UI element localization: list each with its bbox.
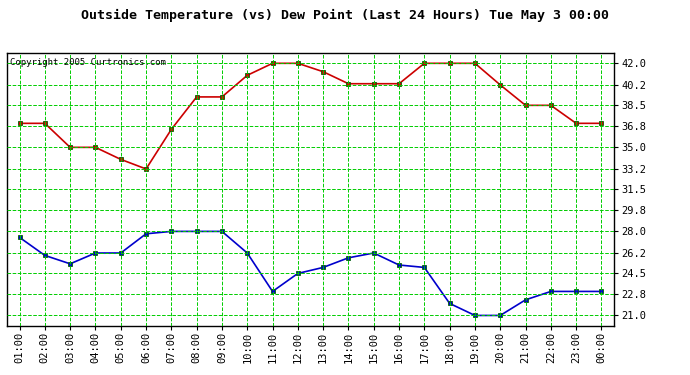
Text: Outside Temperature (vs) Dew Point (Last 24 Hours) Tue May 3 00:00: Outside Temperature (vs) Dew Point (Last… bbox=[81, 9, 609, 22]
Text: Copyright 2005 Curtronics.com: Copyright 2005 Curtronics.com bbox=[10, 58, 166, 67]
